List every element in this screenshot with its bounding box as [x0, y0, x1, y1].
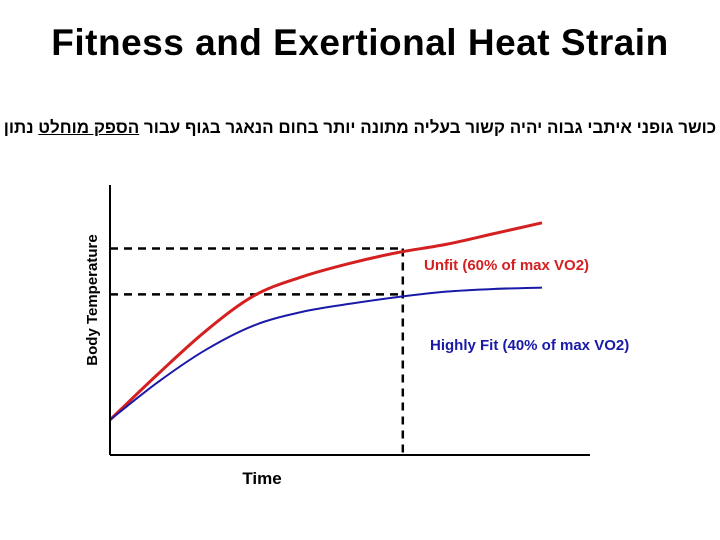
subtitle-suffix: נתון [3, 118, 39, 137]
chart-title: Fitness and Exertional Heat Strain [51, 22, 669, 63]
chart-subtitle: כושר גופני איתבי גבוה יהיה קשור בעליה מת… [0, 118, 720, 138]
series-line-0 [108, 221, 543, 421]
series-label-unfit: Unfit (60% of max VO2) [424, 257, 589, 274]
subtitle-underlined: הספק מוחלט [38, 118, 140, 137]
reference-lines [110, 247, 405, 455]
y-axis-label: Body Temperature [84, 234, 101, 365]
series-group [108, 221, 543, 421]
x-axis-label: Time [242, 469, 281, 488]
series-line-1 [109, 286, 543, 421]
series-label-highly-fit: Highly Fit (40% of max VO2) [430, 337, 629, 354]
subtitle-prefix: כושר גופני איתבי גבוה יהיה קשור בעליה מת… [139, 118, 717, 137]
